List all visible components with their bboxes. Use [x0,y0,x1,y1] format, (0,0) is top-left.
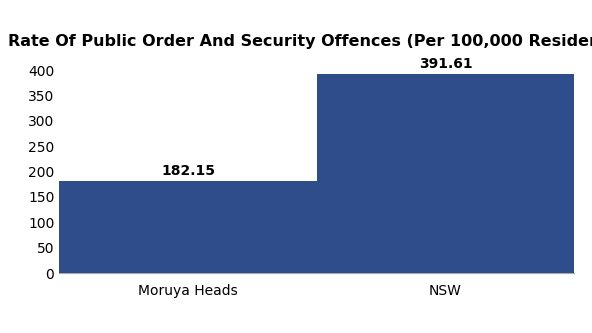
Text: 391.61: 391.61 [419,57,472,71]
Bar [317,74,574,273]
Text: 182.15: 182.15 [161,164,215,177]
Title: Rate Of Public Order And Security Offences (Per 100,000 Residents): Rate Of Public Order And Security Offenc… [8,34,592,49]
Bar [59,180,317,273]
